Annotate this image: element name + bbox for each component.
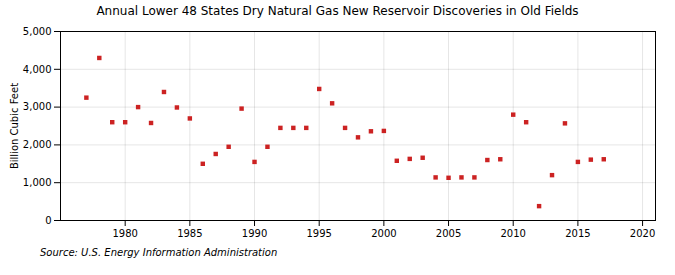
svg-text:0: 0 [45,215,51,226]
svg-text:1990: 1990 [242,228,267,239]
svg-text:2020: 2020 [630,228,655,239]
svg-text:1,000: 1,000 [23,177,52,188]
svg-text:2015: 2015 [565,228,590,239]
html-text:Source: U.S. Energy Informatio: Source: U.S. Energy Information Administ… [40,247,278,258]
svg-text:3,000: 3,000 [23,101,52,112]
svg-text:2000: 2000 [371,228,396,239]
svg-text:2010: 2010 [500,228,525,239]
svg-text:1985: 1985 [177,228,202,239]
html-text:Annual Lower 48 States Dry Nat: Annual Lower 48 States Dry Natural Gas N… [96,4,579,18]
svg-text:1980: 1980 [112,228,137,239]
svg-text:Billion Cubic Feet: Billion Cubic Feet [9,83,20,169]
svg-text:2,000: 2,000 [23,139,52,150]
svg-text:1995: 1995 [306,228,331,239]
svg-text:4,000: 4,000 [23,64,52,75]
svg-text:2005: 2005 [436,228,461,239]
svg-text:5,000: 5,000 [23,26,52,37]
